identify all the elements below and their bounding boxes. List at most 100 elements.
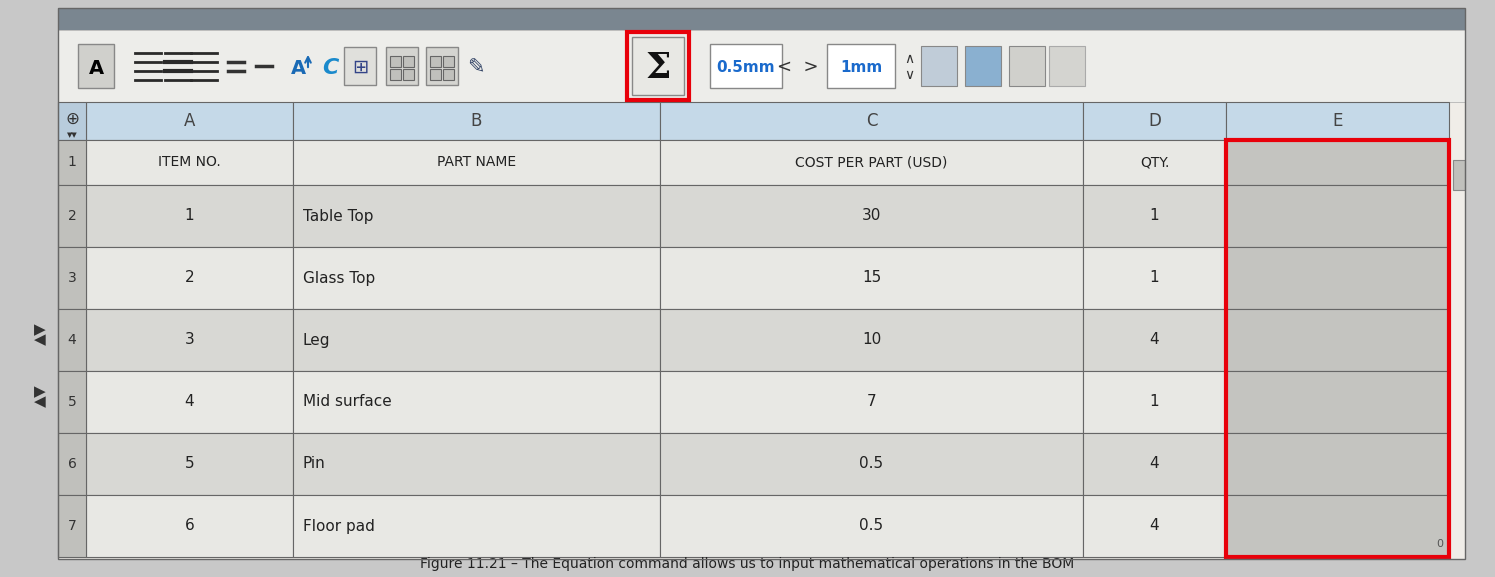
- Bar: [426, 47, 457, 85]
- Bar: [58, 102, 87, 140]
- Text: 4: 4: [67, 333, 76, 347]
- Text: 1: 1: [1150, 271, 1159, 286]
- Bar: [87, 247, 293, 309]
- Text: 0: 0: [1437, 539, 1443, 549]
- Bar: [87, 309, 293, 371]
- Bar: [1226, 102, 1449, 140]
- Bar: [58, 140, 87, 185]
- Text: 5: 5: [67, 395, 76, 409]
- Text: 10: 10: [863, 332, 881, 347]
- Bar: [632, 37, 685, 95]
- Bar: [659, 185, 1082, 247]
- Bar: [58, 495, 87, 557]
- Text: 7: 7: [867, 395, 876, 410]
- Bar: [1082, 247, 1226, 309]
- Bar: [293, 495, 659, 557]
- Text: ✎: ✎: [468, 57, 484, 77]
- Bar: [293, 433, 659, 495]
- Bar: [386, 47, 419, 85]
- Bar: [58, 309, 87, 371]
- Text: ◀: ◀: [34, 395, 46, 410]
- Bar: [58, 433, 87, 495]
- Bar: [1082, 433, 1226, 495]
- Bar: [1453, 160, 1465, 190]
- Bar: [293, 140, 659, 185]
- Text: Floor pad: Floor pad: [303, 519, 375, 534]
- Text: 0.5: 0.5: [860, 456, 884, 471]
- Bar: [87, 371, 293, 433]
- Bar: [344, 47, 377, 85]
- Text: ∨: ∨: [904, 68, 913, 82]
- Text: D: D: [1148, 112, 1162, 130]
- Text: 4: 4: [1150, 456, 1159, 471]
- Bar: [1082, 185, 1226, 247]
- Bar: [1226, 371, 1449, 433]
- Bar: [827, 44, 896, 88]
- Bar: [58, 185, 87, 247]
- Text: 4: 4: [1150, 519, 1159, 534]
- Text: <  >: < >: [777, 58, 819, 76]
- Bar: [1226, 185, 1449, 247]
- Text: 0.5: 0.5: [860, 519, 884, 534]
- Bar: [431, 69, 441, 80]
- Bar: [1226, 433, 1449, 495]
- Text: 1: 1: [1150, 395, 1159, 410]
- Text: ▼▼: ▼▼: [67, 132, 78, 138]
- Bar: [293, 371, 659, 433]
- Text: C: C: [321, 58, 338, 78]
- Text: ▶: ▶: [34, 323, 46, 338]
- Bar: [443, 69, 454, 80]
- Bar: [58, 8, 1465, 30]
- Text: PART NAME: PART NAME: [437, 155, 516, 170]
- Text: Pin: Pin: [303, 456, 326, 471]
- Text: 2: 2: [67, 209, 76, 223]
- Bar: [1009, 46, 1045, 86]
- Text: 3: 3: [67, 271, 76, 285]
- Bar: [1226, 247, 1449, 309]
- Bar: [626, 32, 689, 100]
- Bar: [404, 56, 414, 67]
- Bar: [87, 140, 293, 185]
- Bar: [710, 44, 782, 88]
- Bar: [659, 140, 1082, 185]
- Text: Table Top: Table Top: [303, 208, 374, 223]
- Bar: [404, 69, 414, 80]
- Text: ▶: ▶: [34, 384, 46, 399]
- Bar: [1082, 140, 1226, 185]
- Text: Glass Top: Glass Top: [303, 271, 375, 286]
- Bar: [1082, 309, 1226, 371]
- Text: ITEM NO.: ITEM NO.: [158, 155, 221, 170]
- Text: ∧: ∧: [904, 52, 913, 66]
- Bar: [87, 185, 293, 247]
- Text: Σ: Σ: [646, 51, 671, 85]
- Bar: [293, 309, 659, 371]
- Bar: [1082, 371, 1226, 433]
- Bar: [87, 433, 293, 495]
- Bar: [58, 247, 87, 309]
- Text: C: C: [866, 112, 878, 130]
- Bar: [87, 495, 293, 557]
- Bar: [659, 102, 1082, 140]
- Text: 1: 1: [185, 208, 194, 223]
- Bar: [1049, 46, 1085, 86]
- Text: 1: 1: [1150, 208, 1159, 223]
- Bar: [431, 56, 441, 67]
- Text: Leg: Leg: [303, 332, 330, 347]
- Text: 2: 2: [185, 271, 194, 286]
- Bar: [1226, 140, 1449, 557]
- Text: A: A: [184, 112, 196, 130]
- Bar: [964, 46, 1002, 86]
- Bar: [659, 495, 1082, 557]
- Bar: [921, 46, 957, 86]
- Text: A: A: [290, 58, 305, 77]
- Bar: [1226, 309, 1449, 371]
- Bar: [293, 102, 659, 140]
- Text: A: A: [88, 58, 103, 77]
- Text: 7: 7: [67, 519, 76, 533]
- Bar: [1226, 495, 1449, 557]
- Text: 1mm: 1mm: [840, 59, 882, 74]
- Bar: [659, 371, 1082, 433]
- Bar: [390, 69, 401, 80]
- Text: ⊕: ⊕: [66, 110, 79, 128]
- Bar: [659, 433, 1082, 495]
